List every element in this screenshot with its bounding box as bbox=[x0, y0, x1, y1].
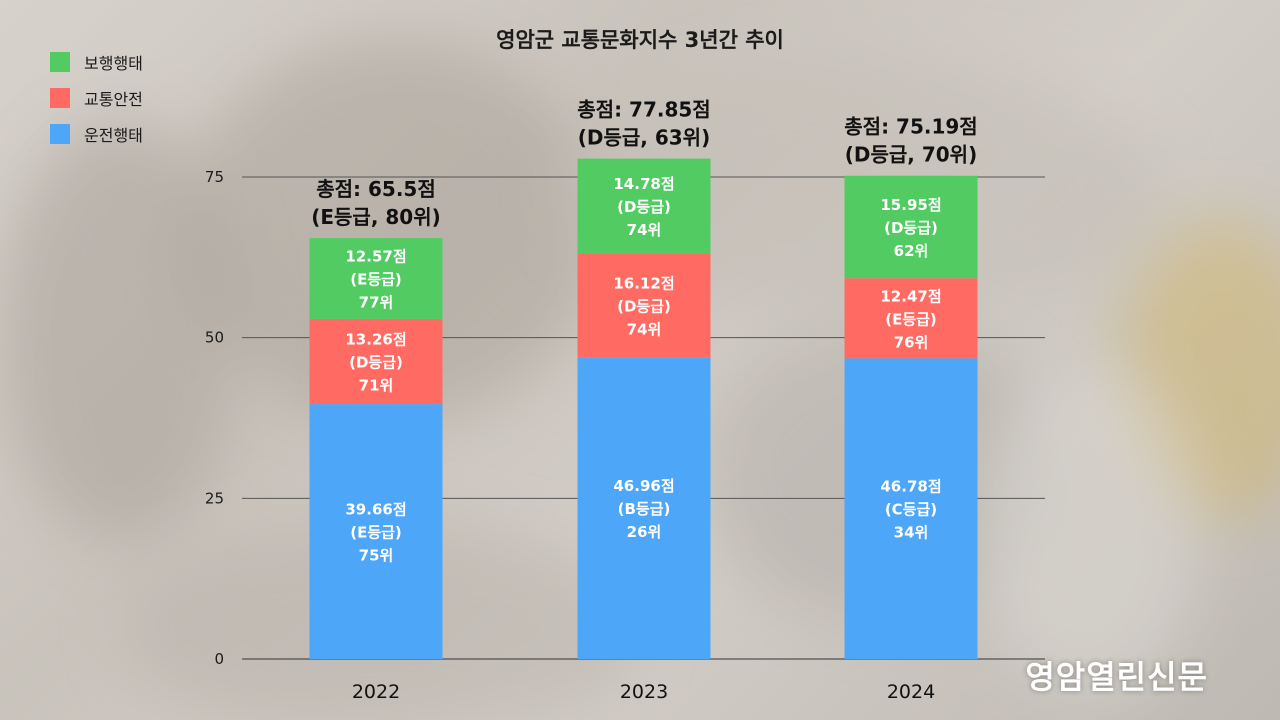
x-tick-label-2023: 2023 bbox=[620, 681, 668, 703]
segment-label-2024-0-0: 46.78점 bbox=[880, 478, 941, 496]
segment-label-2022-0-1: (E등급) bbox=[350, 524, 402, 542]
bar-segment-2024-2 bbox=[844, 175, 978, 279]
legend-swatch-driving bbox=[50, 124, 70, 144]
segment-label-2022-2-1: (E등급) bbox=[350, 271, 402, 289]
legend-label-safety: 교통안전 bbox=[84, 90, 143, 109]
segment-label-2024-1-2: 76위 bbox=[894, 333, 929, 351]
total-label-2024-0: 총점: 75.19점 bbox=[844, 115, 977, 139]
bar-segment-2022-1 bbox=[309, 318, 443, 405]
segment-label-2022-0-2: 75위 bbox=[359, 547, 394, 565]
x-tick-label-2022: 2022 bbox=[352, 681, 400, 703]
legend-swatch-walking bbox=[50, 52, 70, 72]
legend-swatch-safety bbox=[50, 88, 70, 108]
total-label-2023-0: 총점: 77.85점 bbox=[577, 98, 710, 122]
legend-label-walking: 보행행태 bbox=[84, 54, 143, 73]
y-tick-label-75: 75 bbox=[205, 168, 224, 186]
segment-label-2022-1-0: 13.26점 bbox=[345, 331, 406, 349]
segment-label-2024-0-1: (C등급) bbox=[885, 501, 937, 519]
segment-label-2022-1-2: 71위 bbox=[359, 377, 394, 395]
segment-label-2024-2-2: 62위 bbox=[894, 242, 929, 260]
x-tick-label-2024: 2024 bbox=[887, 681, 935, 703]
legend-item-safety: 교통안전 bbox=[50, 80, 143, 116]
legend-label-driving: 운전행태 bbox=[84, 126, 143, 145]
watermark-logo: 영암열린신문 bbox=[1025, 658, 1208, 696]
total-label-2024-1: (D등급, 70위) bbox=[845, 143, 977, 167]
bar-segment-2023-0 bbox=[577, 357, 711, 659]
bar-segment-2023-2 bbox=[577, 158, 711, 254]
segment-label-2022-1-1: (D등급) bbox=[349, 354, 403, 372]
segment-label-2024-2-1: (D등급) bbox=[884, 219, 938, 237]
bar-segment-2024-1 bbox=[844, 278, 978, 359]
y-tick-label-50: 50 bbox=[205, 329, 224, 347]
legend: 보행행태 교통안전 운전행태 bbox=[50, 44, 143, 152]
total-label-2022-1: (E등급, 80위) bbox=[311, 205, 441, 229]
bar-segment-2024-0 bbox=[844, 358, 978, 659]
segment-label-2022-0-0: 39.66점 bbox=[345, 501, 406, 519]
segment-label-2024-0-2: 34위 bbox=[894, 524, 929, 542]
total-label-2022-0: 총점: 65.5점 bbox=[316, 177, 436, 201]
bar-segment-2022-2 bbox=[309, 238, 443, 319]
total-label-2023-1: (D등급, 63위) bbox=[578, 126, 710, 150]
segment-label-2024-1-0: 12.47점 bbox=[880, 287, 941, 305]
legend-item-walking: 보행행태 bbox=[50, 44, 143, 80]
bar-segment-2023-1 bbox=[577, 253, 711, 358]
segment-label-2023-1-0: 16.12점 bbox=[613, 274, 674, 292]
segment-label-2023-0-2: 26위 bbox=[627, 523, 662, 541]
segment-label-2022-2-2: 77위 bbox=[359, 294, 394, 312]
segment-label-2023-2-0: 14.78점 bbox=[613, 175, 674, 193]
segment-label-2023-2-2: 74위 bbox=[627, 221, 662, 239]
legend-item-driving: 운전행태 bbox=[50, 116, 143, 152]
y-tick-label-25: 25 bbox=[205, 489, 224, 507]
segment-label-2022-2-0: 12.57점 bbox=[345, 248, 406, 266]
segment-label-2024-2-0: 15.95점 bbox=[880, 196, 941, 214]
chart-title: 영암군 교통문화지수 3년간 추이 bbox=[496, 28, 784, 52]
segment-label-2023-0-0: 46.96점 bbox=[613, 477, 674, 495]
segment-label-2023-0-1: (B등급) bbox=[618, 500, 671, 518]
y-tick-label-0: 0 bbox=[214, 650, 224, 668]
segment-label-2023-2-1: (D등급) bbox=[617, 198, 671, 216]
bar-segment-2022-0 bbox=[309, 404, 443, 659]
segment-label-2024-1-1: (E등급) bbox=[885, 310, 937, 328]
segment-label-2023-1-1: (D등급) bbox=[617, 297, 671, 315]
segment-label-2023-1-2: 74위 bbox=[627, 320, 662, 338]
